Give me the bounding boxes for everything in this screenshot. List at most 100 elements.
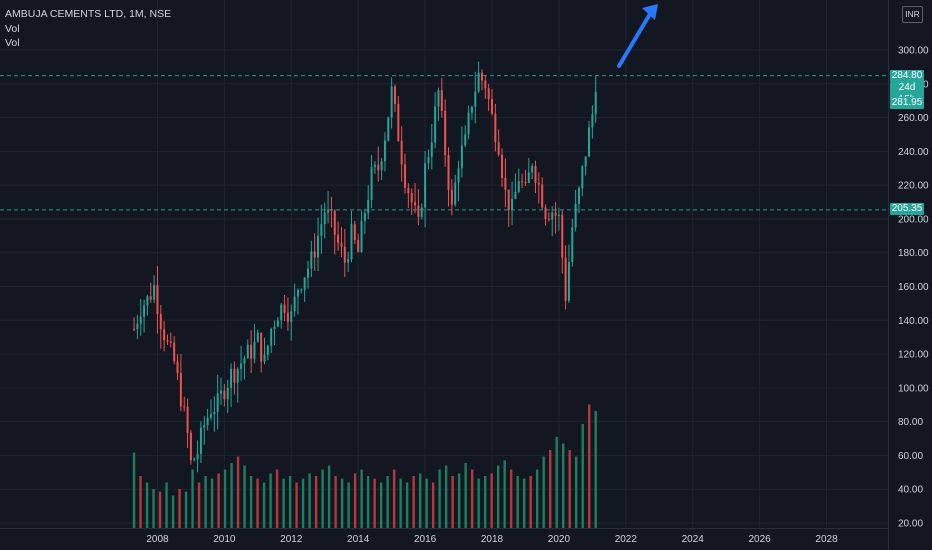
candle-body [256, 332, 259, 342]
candle-body [296, 289, 299, 297]
volume-bar [542, 456, 545, 528]
legend-vol-1[interactable]: Vol [5, 23, 20, 35]
candle-body [467, 112, 470, 135]
candle-body [323, 212, 326, 225]
candle-body [487, 88, 490, 100]
volume-bar [444, 465, 448, 528]
candle-body [507, 189, 510, 210]
candle-body [310, 251, 313, 269]
candle-body [577, 188, 580, 204]
price-tick-label: 300.00 [898, 46, 929, 57]
candle-body [139, 316, 142, 324]
price-tick-label: 20.00 [898, 519, 923, 530]
price-tick-label: 220.00 [898, 181, 929, 192]
price-tick-label: 160.00 [898, 282, 929, 293]
candle-body [179, 372, 182, 407]
candle-body [153, 285, 156, 300]
volume-bar [184, 491, 188, 528]
candle-body [534, 165, 537, 183]
candle-body [313, 251, 316, 258]
volume-bar [347, 482, 350, 528]
time-tick-label: 2024 [682, 534, 705, 545]
time-tick-label: 2026 [749, 534, 772, 545]
candle-body [276, 320, 279, 327]
time-tick-label: 2018 [481, 534, 504, 545]
candle-body [273, 326, 276, 330]
candle-body [370, 167, 373, 200]
volume-bar [334, 476, 337, 528]
volume-bar [373, 478, 376, 528]
candle-body [454, 182, 457, 205]
volume-bar [412, 476, 415, 528]
volume-bar [327, 465, 331, 528]
candle-body [250, 344, 253, 359]
time-tick-label: 2008 [146, 534, 169, 545]
candle-body [156, 285, 159, 315]
candle-body [434, 106, 437, 143]
volume-bar [425, 478, 428, 528]
volume-bar [191, 469, 194, 528]
trend-arrow-shaft[interactable] [617, 12, 652, 68]
volume-bar [301, 478, 305, 528]
candle-body [437, 90, 440, 107]
volume-bar [353, 473, 357, 528]
candle-body [400, 141, 403, 165]
volume-bar [535, 469, 539, 528]
volume-bar [548, 450, 552, 528]
candle-body [491, 99, 493, 114]
candle-body [203, 425, 206, 428]
candle-body [484, 80, 487, 89]
volume-bar [158, 491, 162, 528]
candle-body [567, 262, 570, 301]
candle-body [474, 91, 477, 107]
candle-body [480, 72, 483, 81]
candle-body [404, 164, 407, 188]
candle-body [300, 289, 303, 291]
candle-body [183, 406, 186, 408]
price-tick-label: 60.00 [898, 451, 923, 462]
volume-bar [230, 463, 233, 528]
candle-body [307, 268, 309, 278]
last-price-tag: 284.80 [890, 70, 924, 82]
candle-body [169, 341, 172, 343]
candle-body [444, 110, 447, 156]
candle-body [136, 323, 139, 329]
price-tick-label: 40.00 [898, 485, 923, 496]
legend-vol-2[interactable]: Vol [5, 37, 20, 49]
candle-body [146, 296, 149, 306]
candle-body [260, 332, 263, 362]
volume-bar [171, 495, 175, 528]
price-tick-label: 240.00 [898, 147, 929, 158]
candle-body [373, 164, 376, 168]
candle-body [216, 393, 219, 412]
volume-bar [249, 476, 253, 528]
candle-body [554, 212, 557, 216]
volume-bar [217, 473, 220, 528]
candle-body [440, 90, 443, 111]
volume-bar [197, 482, 201, 528]
candle-body [571, 227, 574, 263]
prev-close-tag: 281.95 [890, 97, 924, 109]
candle-body [270, 329, 273, 346]
volume-bar [165, 482, 168, 528]
candle-body [189, 432, 192, 461]
volume-bar [366, 476, 370, 528]
candle-body [457, 168, 460, 183]
candle-body [470, 106, 473, 113]
volume-bar [295, 482, 298, 528]
trend-arrow-head[interactable] [642, 4, 658, 20]
candle-body [541, 184, 544, 208]
candle-body [196, 454, 199, 460]
symbol-title[interactable]: AMBUJA CEMENTS LTD, 1M, NSE [5, 8, 172, 20]
candle-body [213, 411, 216, 415]
currency-button[interactable]: INR [902, 6, 923, 23]
volume-bar [236, 456, 240, 528]
volume-bar [588, 404, 591, 528]
candle-body [327, 209, 330, 213]
candle-body [199, 427, 202, 455]
candle-body [397, 103, 400, 142]
candle-body [220, 390, 223, 394]
volume-bar [561, 443, 565, 528]
volume-bar [431, 482, 435, 528]
